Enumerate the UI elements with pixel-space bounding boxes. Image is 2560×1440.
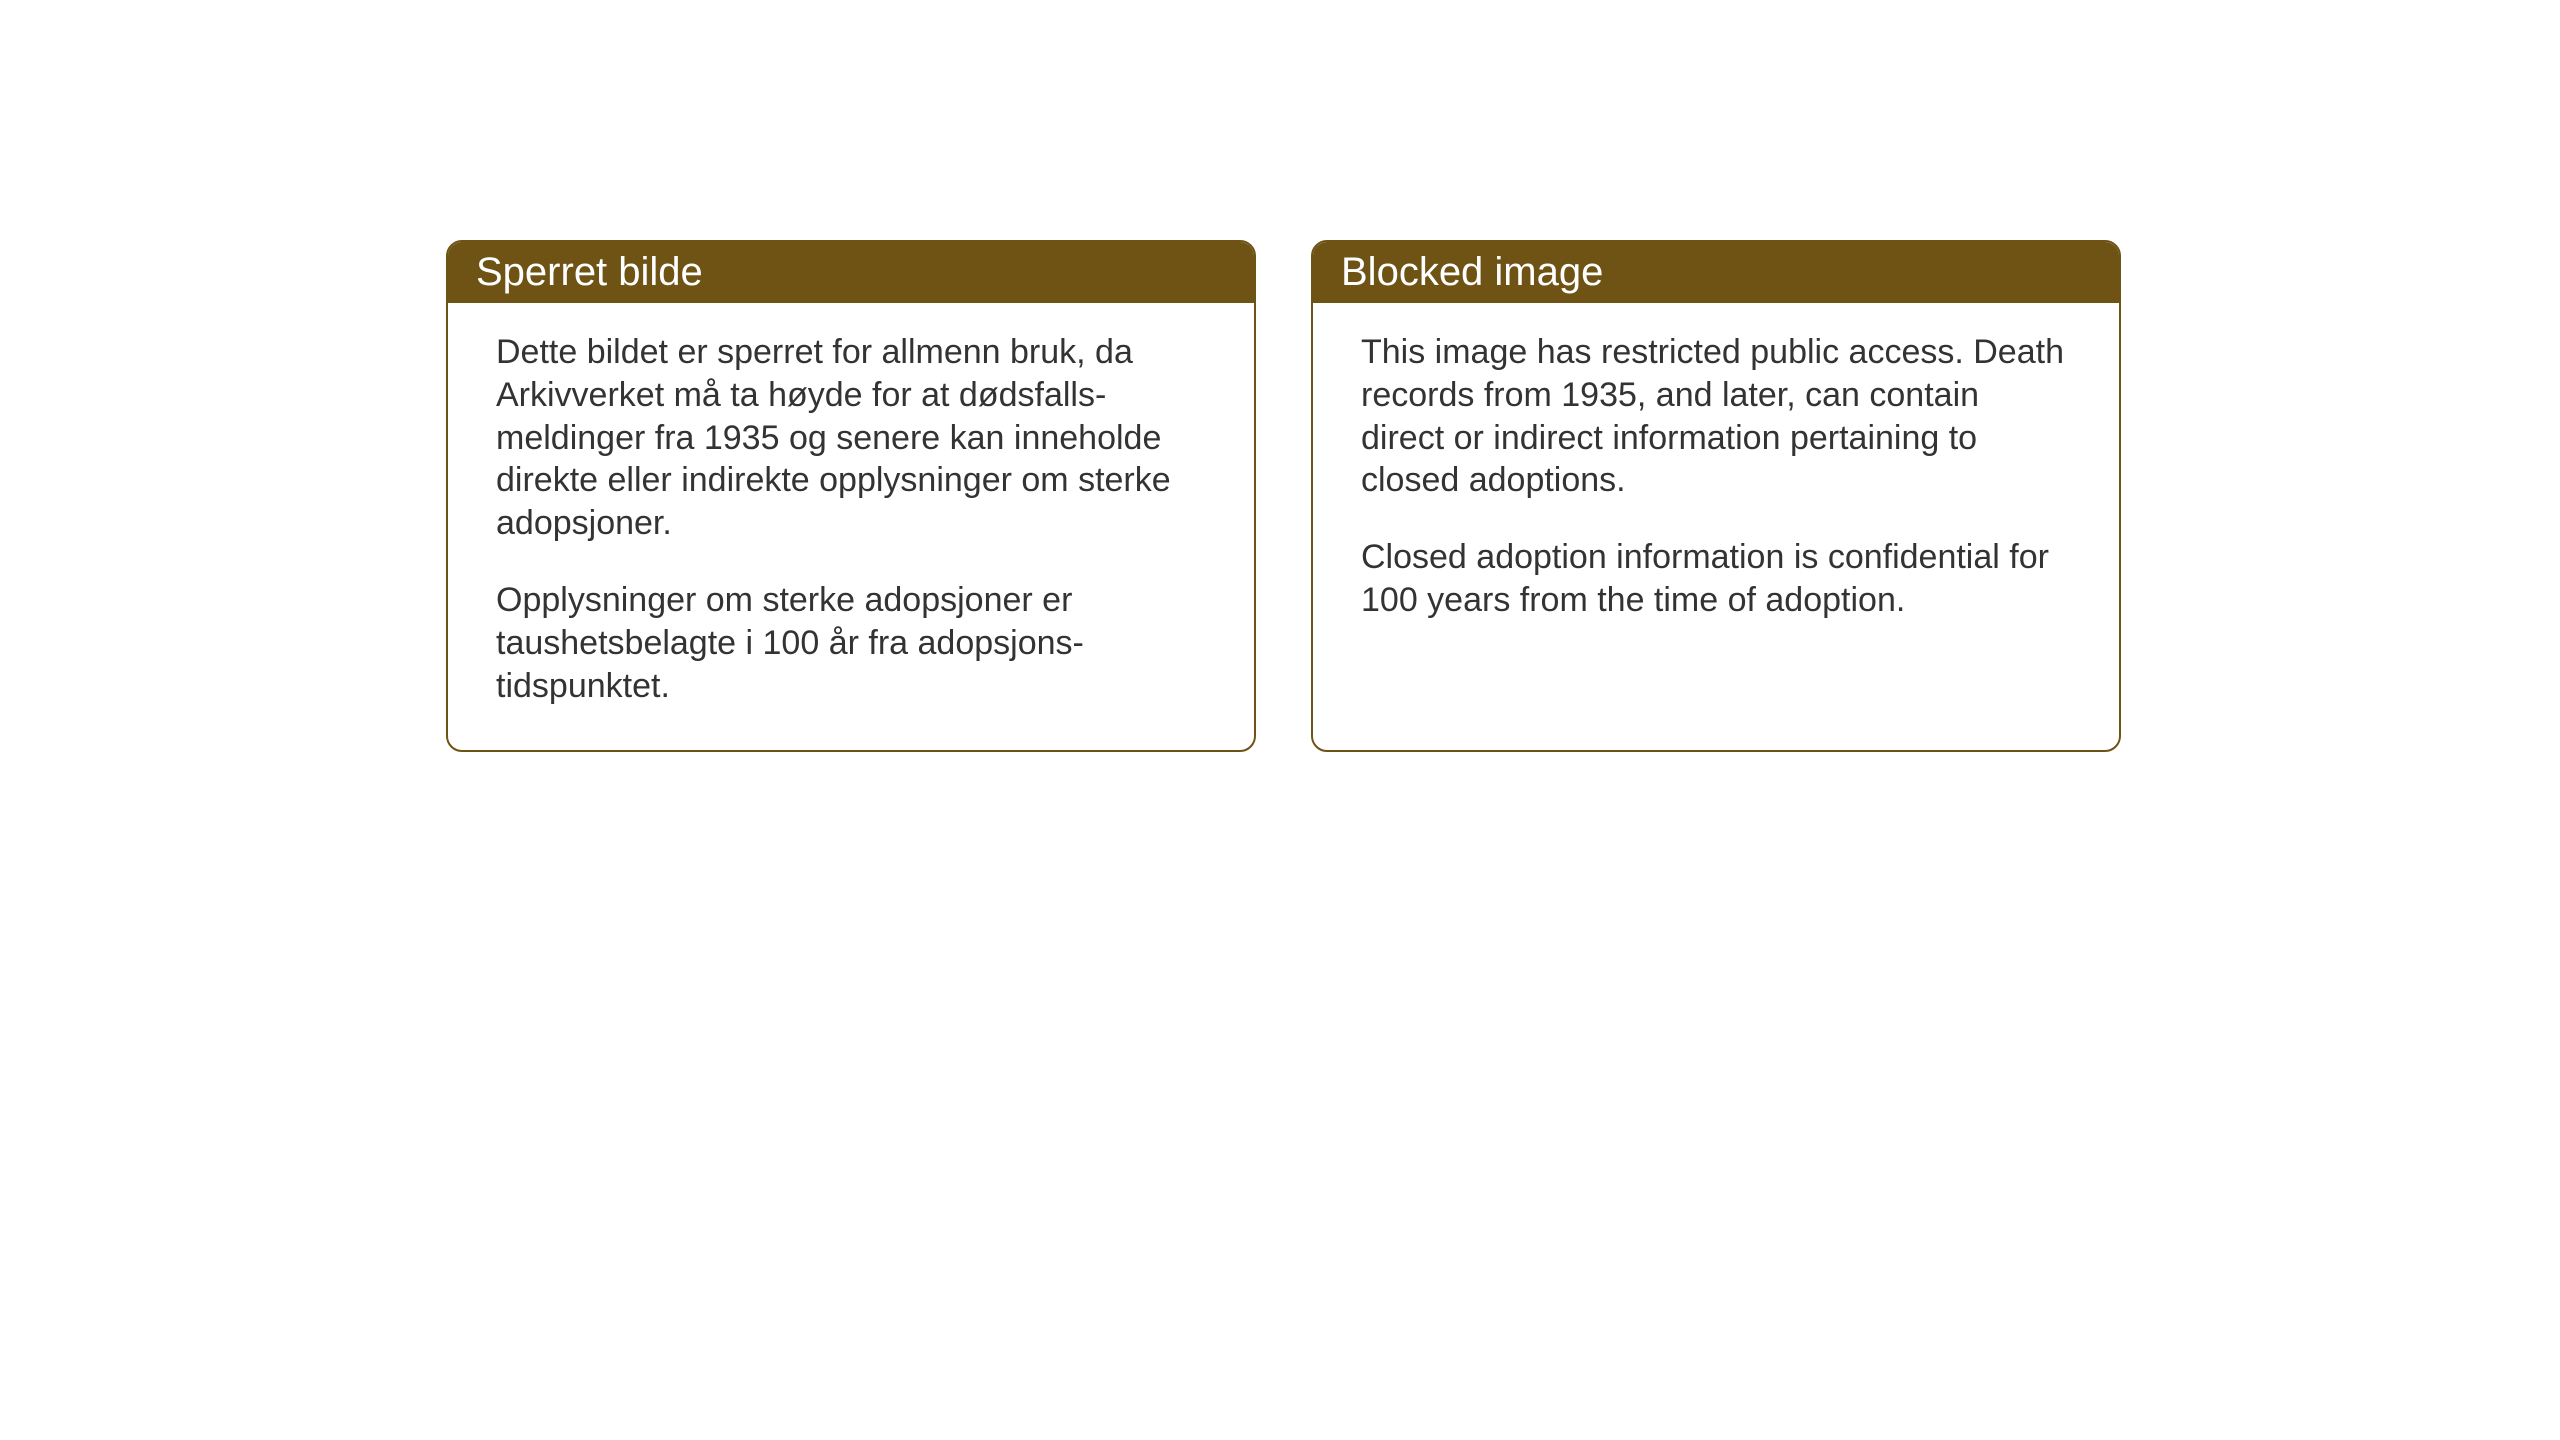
norwegian-paragraph-2: Opplysninger om sterke adopsjoner er tau… <box>496 579 1206 707</box>
english-paragraph-2: Closed adoption information is confident… <box>1361 536 2071 622</box>
english-card-title: Blocked image <box>1341 250 1603 294</box>
english-paragraph-1: This image has restricted public access.… <box>1361 331 2071 502</box>
english-card-header: Blocked image <box>1313 242 2119 303</box>
norwegian-card-body: Dette bildet er sperret for allmenn bruk… <box>448 303 1254 748</box>
english-card-body: This image has restricted public access.… <box>1313 303 2119 662</box>
norwegian-card-header: Sperret bilde <box>448 242 1254 303</box>
norwegian-paragraph-1: Dette bildet er sperret for allmenn bruk… <box>496 331 1206 545</box>
norwegian-card-title: Sperret bilde <box>476 250 703 294</box>
english-notice-card: Blocked image This image has restricted … <box>1311 240 2121 752</box>
norwegian-notice-card: Sperret bilde Dette bildet er sperret fo… <box>446 240 1256 752</box>
cards-container: Sperret bilde Dette bildet er sperret fo… <box>446 240 2121 752</box>
